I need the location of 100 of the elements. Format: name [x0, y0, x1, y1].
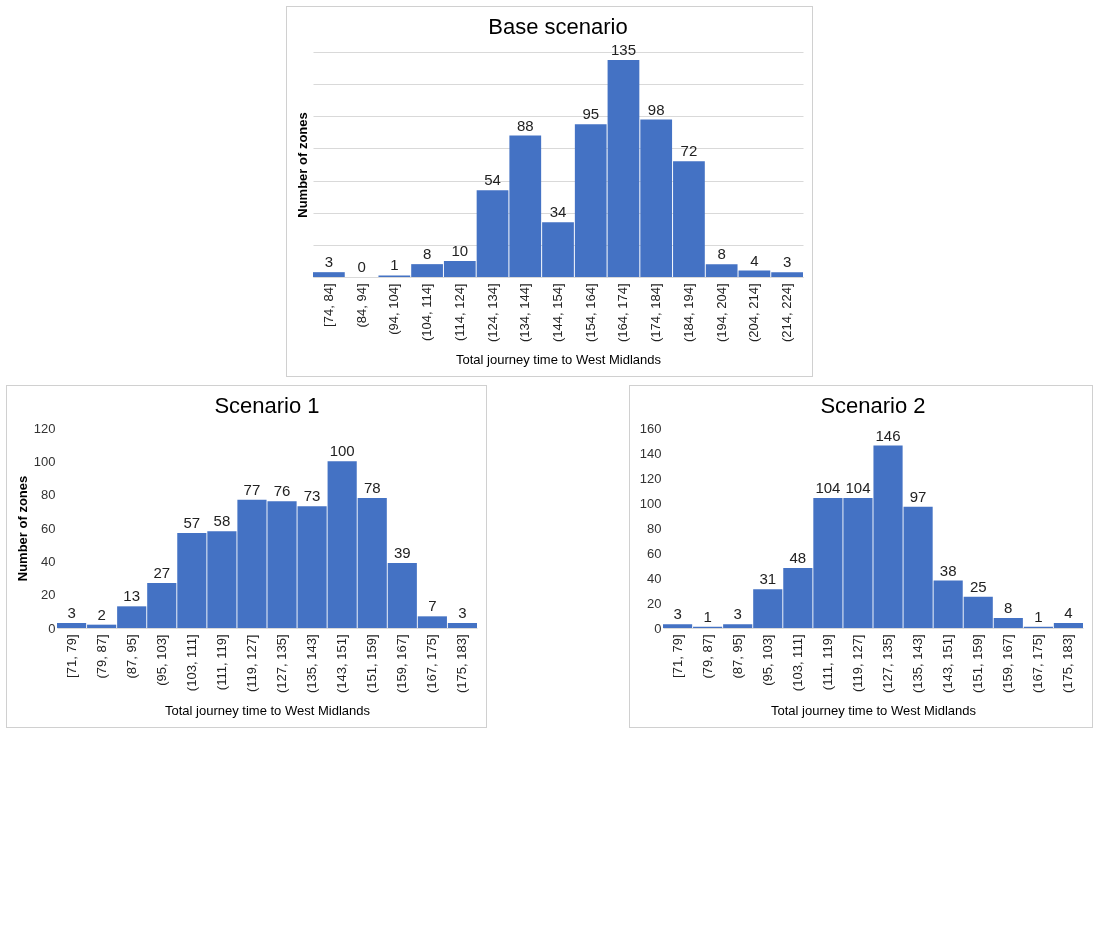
y-tick-label: 120 [639, 470, 662, 486]
x-tick-label: (143, 151] [940, 634, 956, 694]
data-label: 135 [610, 41, 636, 59]
data-label: 38 [939, 561, 957, 579]
data-label: 88 [516, 116, 534, 134]
data-label: 4 [750, 251, 759, 269]
x-tick-label: (204, 214] [746, 283, 762, 343]
data-label: 3 [733, 605, 742, 623]
x-tick-label: (84, 94] [353, 283, 369, 328]
chart-title: Scenario 1 [214, 393, 320, 418]
data-label: 76 [273, 482, 291, 500]
data-label: 1 [703, 607, 712, 625]
y-tick-label: 100 [639, 495, 662, 511]
x-tick-label: (114, 124] [451, 283, 467, 342]
data-label: 100 [329, 442, 355, 460]
x-tick-label: (103, 111] [789, 634, 805, 692]
x-tick-label: (144, 154] [550, 283, 565, 343]
x-tick-label: (111, 119] [819, 634, 835, 691]
y-tick-label: 20 [647, 595, 662, 611]
data-label: 31 [759, 570, 777, 588]
data-label: 8 [422, 245, 432, 263]
y-tick-label: 60 [41, 520, 56, 536]
y-tick-label: 0 [48, 620, 56, 636]
x-tick-label: (119, 127] [243, 634, 259, 693]
x-tick-label: (135, 143] [304, 634, 320, 694]
x-tick-label: (151, 159] [364, 634, 380, 694]
data-label: 72 [680, 142, 698, 160]
x-tick-label: (167, 175] [1030, 634, 1046, 694]
data-label: 39 [393, 544, 411, 561]
data-label: 54 [484, 171, 501, 189]
x-axis-title: Total journey time to West Midlands [456, 352, 662, 368]
x-axis-title: Total journey time to West Midlands [771, 703, 977, 719]
x-tick-label: (135, 143] [910, 634, 926, 694]
data-label: 58 [213, 512, 231, 530]
data-label: 1 [1034, 607, 1043, 625]
x-tick-label: (111, 119] [213, 634, 229, 691]
data-label: 77 [243, 480, 261, 498]
y-tick-label: 40 [647, 570, 662, 586]
x-tick-label: (127, 135] [274, 634, 290, 694]
data-label: 8 [1004, 599, 1013, 616]
x-tick-label: (87, 95] [123, 634, 139, 679]
x-tick-label: (154, 164] [582, 283, 598, 343]
data-label: 146 [875, 426, 901, 444]
data-label: 98 [647, 100, 665, 118]
data-label: 8 [717, 245, 726, 263]
data-label: 48 [789, 549, 807, 566]
data-label: 7 [428, 597, 437, 615]
data-label: 1 [390, 256, 399, 274]
x-tick-label: (127, 135] [880, 634, 896, 694]
data-label: 0 [357, 258, 366, 275]
y-tick-label: 80 [647, 520, 662, 536]
y-tick-label: 120 [33, 420, 56, 436]
x-tick-label: (194, 204] [713, 283, 729, 343]
x-tick-label: (151, 159] [970, 634, 986, 694]
x-tick-label: (214, 224] [779, 283, 795, 343]
x-tick-label: (95, 103] [759, 634, 775, 686]
data-label: 104 [845, 479, 871, 496]
x-tick-label: (87, 95] [729, 634, 745, 679]
data-label: 3 [458, 604, 467, 621]
x-tick-label: (79, 87] [93, 634, 109, 679]
y-tick-label: 80 [41, 487, 56, 503]
data-label: 13 [123, 587, 141, 605]
x-tick-label: [74, 84] [320, 283, 336, 327]
x-tick-label: (95, 103] [153, 634, 169, 686]
x-tick-label: [71, 79] [669, 634, 685, 678]
x-tick-label: (119, 127] [849, 634, 865, 693]
x-tick-label: (175, 183] [1060, 634, 1076, 694]
data-label: 10 [451, 241, 469, 259]
x-tick-label: [71, 79] [63, 634, 79, 678]
bar [313, 272, 345, 277]
x-tick-label: (164, 174] [615, 283, 631, 343]
data-label: 34 [549, 203, 567, 221]
data-label: 57 [183, 514, 201, 531]
data-label: 4 [1064, 604, 1073, 621]
x-tick-label: (184, 194] [680, 283, 696, 343]
data-label: 97 [909, 487, 927, 505]
x-tick-label: (134, 144] [517, 283, 533, 343]
y-tick-label: 100 [33, 453, 56, 469]
y-axis-title: Number of zones [294, 112, 310, 218]
data-label: 27 [153, 564, 171, 581]
y-axis-title: Number of zones [14, 475, 30, 582]
x-tick-label: (143, 151] [334, 634, 350, 694]
x-tick-label: (124, 134] [484, 283, 500, 343]
x-tick-label: (94, 104] [386, 283, 402, 335]
data-label: 3 [67, 604, 76, 621]
data-label: 104 [815, 479, 841, 496]
data-label: 3 [324, 253, 334, 271]
y-tick-label: 160 [639, 420, 662, 436]
x-tick-label: (174, 184] [648, 283, 664, 343]
x-tick-label: (159, 167] [1000, 634, 1016, 694]
data-label: 95 [582, 105, 600, 123]
y-tick-label: 20 [41, 587, 56, 603]
x-tick-label: (103, 111] [183, 634, 199, 692]
data-label: 78 [363, 479, 381, 496]
x-tick-label: (159, 167] [394, 634, 410, 694]
data-label: 2 [97, 605, 106, 623]
x-tick-label: (104, 114] [419, 283, 435, 342]
chart-title: Scenario 2 [820, 393, 926, 418]
x-tick-label: (175, 183] [454, 634, 470, 694]
x-tick-label: (167, 175] [424, 634, 440, 694]
